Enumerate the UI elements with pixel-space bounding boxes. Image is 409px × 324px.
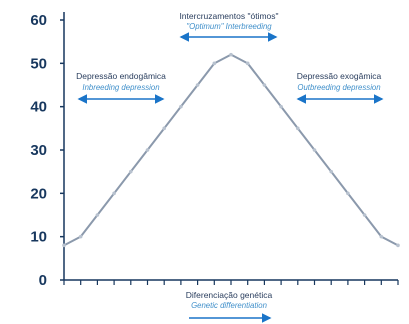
- data-point: [362, 213, 367, 217]
- annotation-outbreeding: Depressão exogâmica Outbreeding depressi…: [296, 71, 384, 104]
- outbreeding-label: Depressão exogâmica: [297, 71, 382, 81]
- axes: [63, 12, 398, 281]
- y-tick-label: 50: [30, 55, 47, 72]
- data-point: [346, 191, 350, 196]
- y-tick-label: 40: [30, 99, 47, 116]
- data-point: [212, 61, 217, 66]
- optimum-label: Intercruzamentos "ótimos": [179, 11, 278, 21]
- inbreeding-sublabel: Inbreeding depression: [82, 83, 159, 92]
- data-point: [396, 243, 400, 248]
- x-ticks: [63, 280, 399, 285]
- y-tick-label: 20: [30, 185, 47, 202]
- data-point: [112, 191, 116, 196]
- data-point: [379, 234, 384, 239]
- y-ticks: 0 10 20 30 40 50 60: [30, 12, 64, 289]
- data-point: [62, 243, 66, 248]
- optimum-sublabel: "Optimum" Interbreeding: [186, 22, 272, 31]
- data-point: [262, 83, 267, 87]
- y-tick-label: 60: [30, 12, 47, 29]
- data-point: [162, 126, 166, 131]
- series: [62, 52, 400, 248]
- inbreeding-label: Depressão endogâmica: [76, 71, 166, 81]
- y-tick-label: 30: [30, 142, 47, 159]
- annotation-inbreeding: Depressão endogâmica Inbreeding depressi…: [76, 71, 166, 104]
- differentiation-sublabel: Genetic differentiation: [191, 301, 267, 310]
- data-point: [179, 104, 183, 109]
- data-point: [195, 83, 200, 87]
- data-point: [129, 169, 133, 174]
- data-point: [245, 61, 250, 66]
- data-point: [95, 213, 100, 217]
- series-points: [62, 52, 400, 248]
- data-point: [329, 169, 334, 174]
- data-point: [312, 148, 317, 152]
- data-point: [145, 148, 150, 152]
- differentiation-label: Diferenciação genética: [186, 290, 273, 300]
- data-point: [296, 126, 300, 131]
- annotation-differentiation: Diferenciação genética Genetic different…: [186, 290, 273, 323]
- y-tick-label: 10: [30, 229, 47, 246]
- data-point: [279, 104, 283, 109]
- annotation-optimum: Intercruzamentos "ótimos" "Optimum" Inte…: [179, 11, 279, 42]
- outbreeding-sublabel: Outbreeding depression: [297, 83, 380, 92]
- data-point: [78, 234, 83, 239]
- data-point: [229, 52, 233, 57]
- y-tick-label: 0: [39, 272, 47, 289]
